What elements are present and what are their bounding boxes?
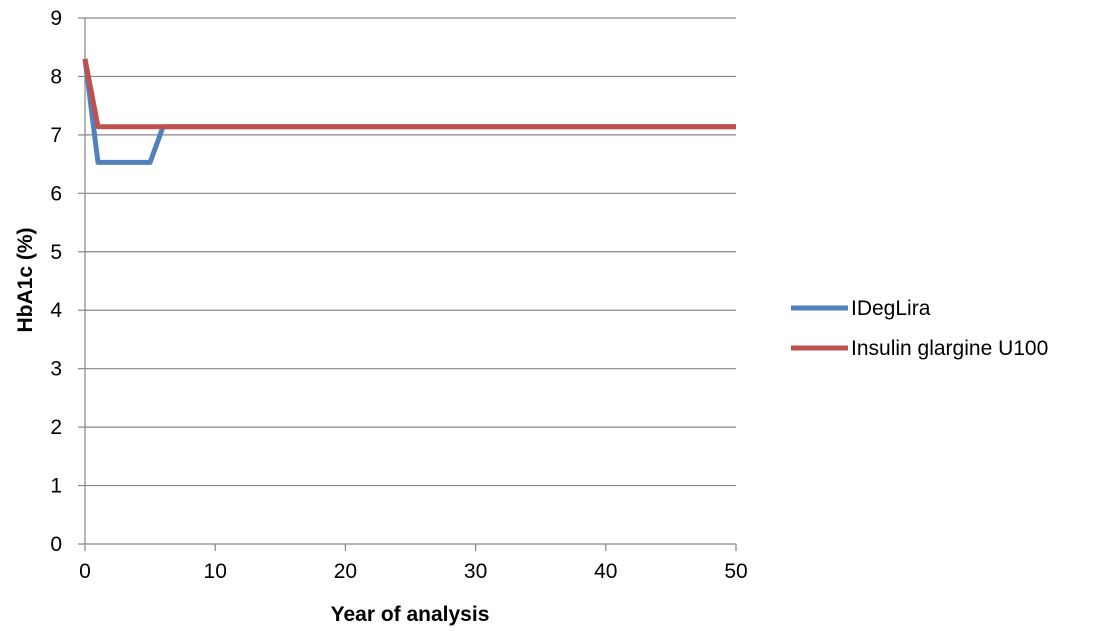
y-tick-labels: 0 1 2 3 4 5 6 7 8 9 <box>50 7 62 556</box>
series-lines <box>82 58 736 165</box>
x-tick-label: 30 <box>464 560 487 583</box>
x-tick-label: 20 <box>334 560 357 583</box>
gridlines <box>85 17 736 487</box>
axes <box>78 17 737 551</box>
legend-label: Insulin glargine U100 <box>851 337 1048 360</box>
y-tick-label: 3 <box>50 358 62 381</box>
x-tick-label: 0 <box>79 560 91 583</box>
y-tick-label: 1 <box>50 475 62 498</box>
series-line-1 <box>82 58 736 165</box>
y-tick-label: 9 <box>50 7 62 30</box>
y-tick-label: 7 <box>50 124 62 147</box>
x-tick-label: 40 <box>594 560 617 583</box>
legend: IDegLira Insulin glargine U100 <box>791 297 1048 360</box>
y-axis-title: HbA1c (%) <box>14 227 37 332</box>
x-tick-label: 10 <box>204 560 227 583</box>
y-tick-label: 0 <box>50 533 62 556</box>
y-tick-label: 5 <box>50 241 62 264</box>
y-tick-label: 8 <box>50 65 62 88</box>
y-tick-label: 2 <box>50 416 62 439</box>
x-tick-label: 50 <box>724 560 747 583</box>
x-axis-title: Year of analysis <box>331 603 490 626</box>
series-line-2 <box>82 58 736 130</box>
legend-label: IDegLira <box>851 297 931 320</box>
y-tick-label: 6 <box>50 182 62 205</box>
y-tick-label: 4 <box>50 299 62 322</box>
x-tick-labels: 0 10 20 30 40 50 <box>79 560 748 583</box>
